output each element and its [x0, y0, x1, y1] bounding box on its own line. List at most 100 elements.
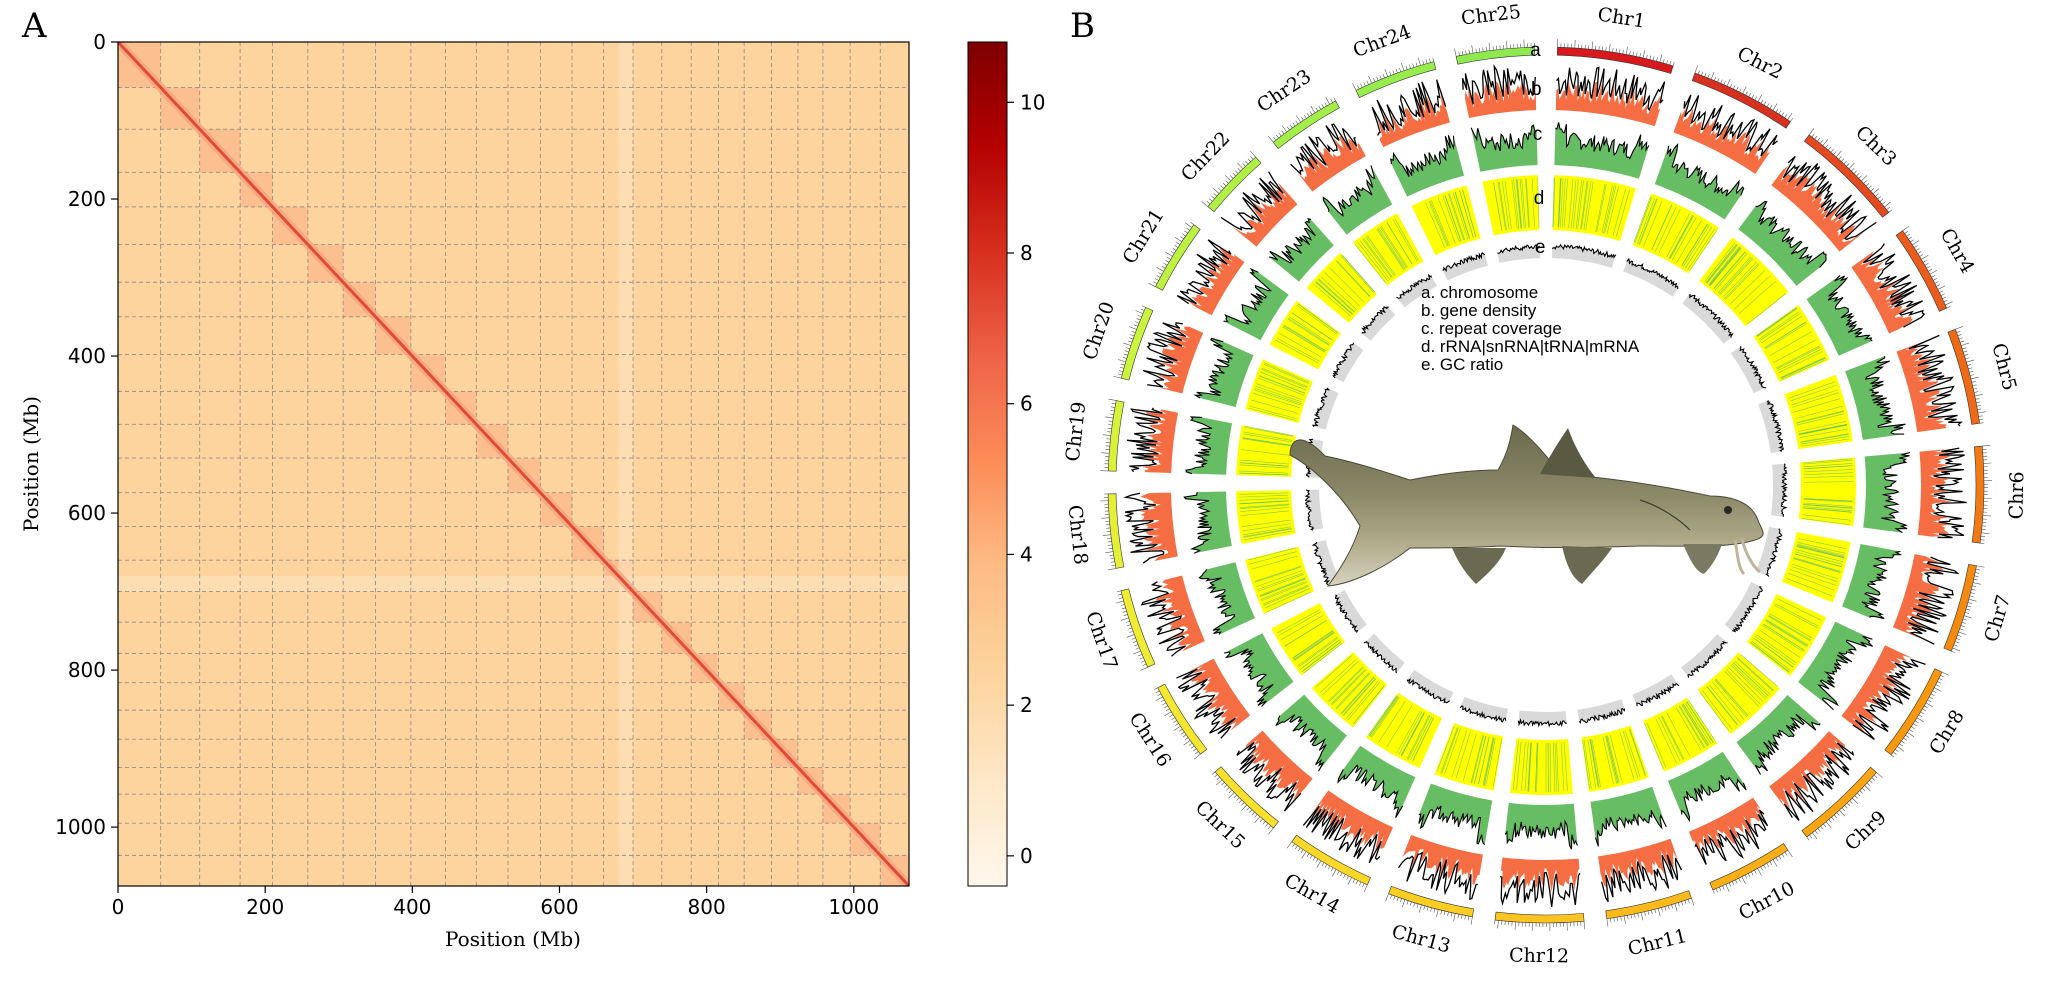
chromosome-tick: [1904, 230, 1909, 234]
chromosome-tick: [1324, 102, 1327, 107]
chromosome-tick: [1967, 602, 1972, 604]
chromosome-tick: [1623, 915, 1626, 924]
ncrna-mark: [1428, 201, 1448, 247]
ncrna-mark: [1762, 625, 1804, 653]
chromosome-tick: [1110, 406, 1115, 408]
gene-density-line: [1694, 809, 1769, 865]
chromosome-tick: [1669, 60, 1672, 65]
colorbar-tick-label: 6: [1020, 392, 1033, 416]
repeat-coverage-line: [1666, 142, 1745, 197]
ncrna-mark: [1525, 178, 1530, 228]
chromosome-tick: [1368, 75, 1373, 84]
repeat-coverage-area: [1418, 783, 1493, 845]
chromosome-tick: [1131, 637, 1136, 640]
chromosome-tick: [1212, 187, 1220, 194]
chromosome-tick: [1922, 708, 1927, 712]
ncrna-mark: [1300, 639, 1340, 670]
chromosome-tick: [1506, 40, 1508, 49]
chromosome-tick: [1766, 863, 1770, 867]
ncrna-mark: [1519, 179, 1525, 228]
ncrna-mark: [1527, 742, 1532, 792]
repeat-coverage-area: [1806, 275, 1873, 356]
chromosome-tick: [1979, 418, 1984, 421]
ncrna-mark: [1780, 357, 1826, 379]
gene-density-line: [1123, 492, 1165, 564]
ncrna-mark: [1775, 345, 1820, 369]
ncrna-mark: [1628, 729, 1646, 776]
repeat-coverage-area: [1199, 562, 1255, 635]
gene-density-area: [1188, 247, 1245, 316]
gc-ratio-line: [1739, 346, 1767, 389]
ncrna-mark: [1431, 200, 1450, 246]
chromosome-tick: [1982, 445, 1991, 447]
chromosome-ideogram: [1895, 230, 1948, 312]
ncrna-mark: [1655, 206, 1677, 252]
chromosome-tick: [1751, 871, 1754, 876]
gc-ratio-area: [1305, 489, 1324, 531]
chromosome-tick: [1327, 865, 1331, 870]
ncrna-mark: [1766, 619, 1809, 646]
legend-item: c. repeat coverage: [1421, 319, 1562, 338]
colorbar-tick-label: 10: [1020, 90, 1045, 114]
ncrna-mark: [1239, 462, 1289, 467]
ncrna-mark: [1256, 383, 1303, 401]
chromosome-tick: [1211, 195, 1215, 199]
y-tick-label: 0: [93, 30, 106, 54]
chromosome-tick: [1113, 375, 1122, 379]
chromosome-ideogram: [1207, 156, 1262, 213]
chromosome-tick: [1193, 753, 1201, 760]
chromosome-tick: [1760, 99, 1764, 104]
chromosome-tick: [1303, 114, 1307, 119]
ncrna-mark: [1322, 661, 1359, 696]
chromosome-tick: [1389, 71, 1392, 76]
ncrna-mark: [1276, 337, 1320, 362]
chromosome-tick: [1917, 251, 1922, 254]
colorbar-tick-label: 0: [1020, 844, 1033, 868]
chromosome-tick: [1254, 816, 1261, 823]
repeat-coverage-area: [1471, 125, 1538, 172]
gc-ratio-area: [1361, 306, 1396, 341]
chromosome-tick: [1772, 859, 1778, 867]
chromosome-tick: [1809, 834, 1813, 839]
chromosome-tick: [1436, 909, 1439, 918]
colorbar-tick-label: 2: [1020, 693, 1033, 717]
chromosome-tick: [1132, 640, 1137, 643]
chromosome-tick: [1827, 146, 1832, 151]
ncrna-mark: [1315, 281, 1353, 315]
chromosome-tick: [1574, 39, 1576, 48]
chromosome-tick: [1757, 868, 1762, 876]
ncrna-mark: [1284, 620, 1327, 647]
ncrna-mark: [1803, 463, 1853, 468]
gene-density-area: [1896, 340, 1947, 433]
chromosome-tick: [1417, 57, 1421, 66]
repeat-coverage-line: [1861, 550, 1903, 620]
chromosome-tick: [1914, 245, 1918, 248]
gene-density-line: [1126, 407, 1163, 473]
ncrna-mark: [1243, 530, 1293, 541]
chromosome-tick: [1974, 391, 1979, 393]
ncrna-mark: [1765, 323, 1808, 350]
chromosome-tick: [1250, 156, 1254, 160]
gc-ratio-area: [1333, 342, 1364, 383]
chromosome-tick: [1262, 821, 1266, 825]
chromosome-tick: [1321, 862, 1325, 867]
ncrna-mark: [1535, 742, 1538, 792]
chromosome-tick: [1242, 163, 1246, 167]
repeat-coverage-line: [1827, 274, 1873, 342]
gene-density-line: [1556, 66, 1666, 112]
chromosome-tick: [1977, 411, 1986, 414]
gc-ratio-area: [1730, 346, 1767, 394]
chromosome-tick: [1135, 310, 1144, 314]
chromosome-tick: [1237, 168, 1241, 172]
panel-b-letter: B: [1070, 6, 1095, 46]
ncrna-mark: [1666, 213, 1690, 258]
ncrna-mark: [1563, 742, 1568, 792]
chromosome-tick: [1819, 140, 1823, 144]
ncrna-mark: [1756, 307, 1797, 337]
chromosome-tick: [1930, 693, 1935, 696]
ncrna-mark: [1288, 317, 1330, 346]
chromosome-tick: [1839, 809, 1846, 817]
gene-density-line: [1683, 94, 1778, 157]
chromosome-tick: [1206, 201, 1211, 205]
chromosome-tick: [1426, 906, 1429, 911]
